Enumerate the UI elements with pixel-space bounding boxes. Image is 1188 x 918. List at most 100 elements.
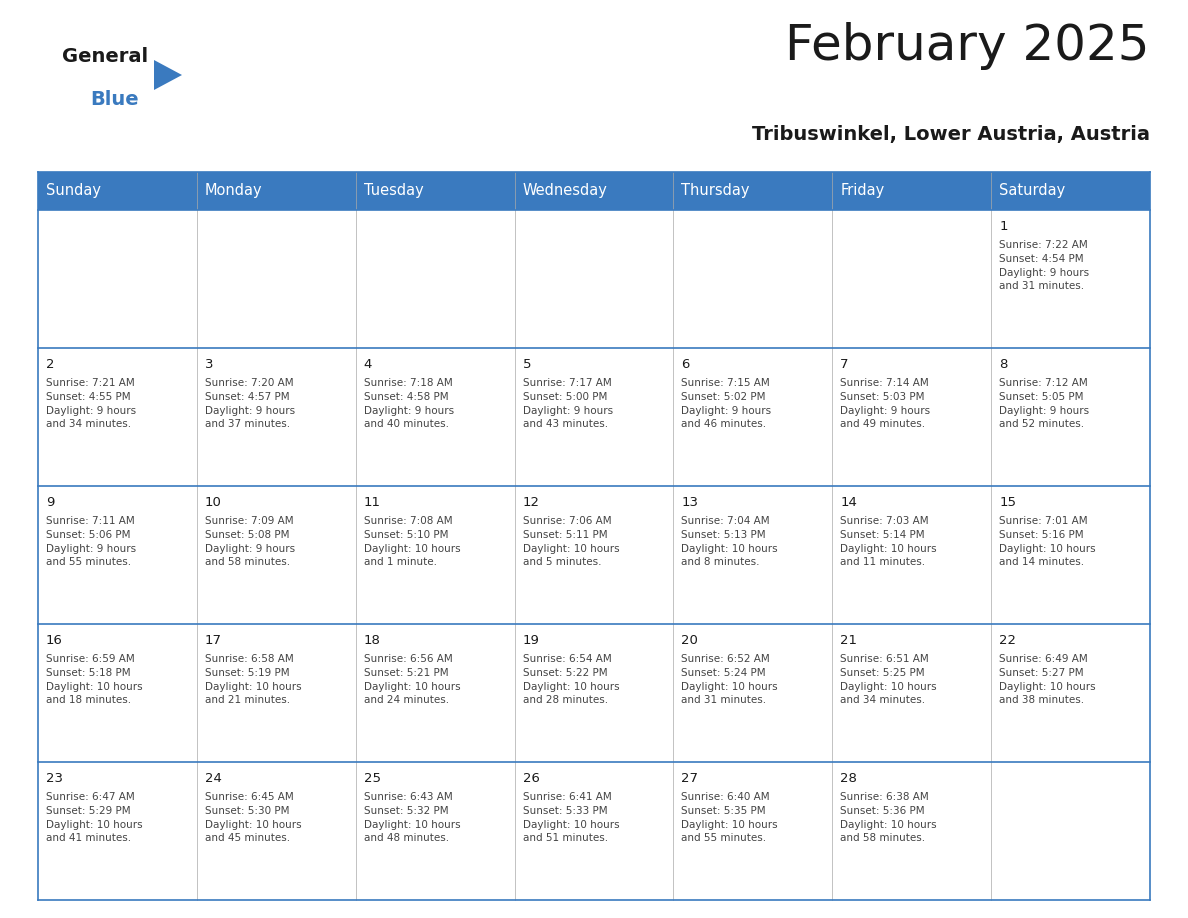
Text: Tribuswinkel, Lower Austria, Austria: Tribuswinkel, Lower Austria, Austria [752, 125, 1150, 144]
Bar [514, 348, 674, 486]
Text: February 2025: February 2025 [785, 22, 1150, 70]
Text: 20: 20 [682, 633, 699, 646]
Text: 23: 23 [46, 772, 63, 785]
Bar [197, 486, 355, 624]
Bar [355, 624, 514, 762]
Text: Sunrise: 7:01 AM
Sunset: 5:16 PM
Daylight: 10 hours
and 14 minutes.: Sunrise: 7:01 AM Sunset: 5:16 PM Dayligh… [999, 516, 1095, 567]
Text: 1: 1 [999, 219, 1007, 232]
Bar [674, 348, 833, 486]
Text: Sunrise: 7:11 AM
Sunset: 5:06 PM
Daylight: 9 hours
and 55 minutes.: Sunrise: 7:11 AM Sunset: 5:06 PM Dayligh… [46, 516, 137, 567]
Bar [197, 348, 355, 486]
Text: Sunrise: 7:04 AM
Sunset: 5:13 PM
Daylight: 10 hours
and 8 minutes.: Sunrise: 7:04 AM Sunset: 5:13 PM Dayligh… [682, 516, 778, 567]
Bar [355, 348, 514, 486]
Bar [514, 486, 674, 624]
Bar [991, 762, 1150, 900]
Text: Sunrise: 6:38 AM
Sunset: 5:36 PM
Daylight: 10 hours
and 58 minutes.: Sunrise: 6:38 AM Sunset: 5:36 PM Dayligh… [840, 792, 937, 843]
Text: Sunrise: 6:51 AM
Sunset: 5:25 PM
Daylight: 10 hours
and 34 minutes.: Sunrise: 6:51 AM Sunset: 5:25 PM Dayligh… [840, 655, 937, 705]
Text: Sunrise: 7:14 AM
Sunset: 5:03 PM
Daylight: 9 hours
and 49 minutes.: Sunrise: 7:14 AM Sunset: 5:03 PM Dayligh… [840, 378, 930, 429]
Text: Sunrise: 7:15 AM
Sunset: 5:02 PM
Daylight: 9 hours
and 46 minutes.: Sunrise: 7:15 AM Sunset: 5:02 PM Dayligh… [682, 378, 771, 429]
Text: Sunrise: 6:56 AM
Sunset: 5:21 PM
Daylight: 10 hours
and 24 minutes.: Sunrise: 6:56 AM Sunset: 5:21 PM Dayligh… [364, 655, 460, 705]
Text: Thursday: Thursday [682, 184, 750, 198]
Text: Wednesday: Wednesday [523, 184, 607, 198]
Bar [991, 624, 1150, 762]
Bar [38, 172, 1150, 210]
Text: Blue: Blue [90, 90, 139, 109]
Bar [833, 348, 991, 486]
Text: Monday: Monday [204, 184, 263, 198]
Bar [355, 486, 514, 624]
Text: 9: 9 [46, 496, 55, 509]
Bar [38, 210, 197, 348]
Bar [38, 486, 197, 624]
Text: Sunrise: 7:17 AM
Sunset: 5:00 PM
Daylight: 9 hours
and 43 minutes.: Sunrise: 7:17 AM Sunset: 5:00 PM Dayligh… [523, 378, 613, 429]
Text: Sunrise: 6:41 AM
Sunset: 5:33 PM
Daylight: 10 hours
and 51 minutes.: Sunrise: 6:41 AM Sunset: 5:33 PM Dayligh… [523, 792, 619, 843]
Text: Sunrise: 7:12 AM
Sunset: 5:05 PM
Daylight: 9 hours
and 52 minutes.: Sunrise: 7:12 AM Sunset: 5:05 PM Dayligh… [999, 378, 1089, 429]
Text: 11: 11 [364, 496, 380, 509]
Bar [197, 624, 355, 762]
Text: Sunrise: 6:58 AM
Sunset: 5:19 PM
Daylight: 10 hours
and 21 minutes.: Sunrise: 6:58 AM Sunset: 5:19 PM Dayligh… [204, 655, 302, 705]
Text: 14: 14 [840, 496, 857, 509]
Text: Sunrise: 6:59 AM
Sunset: 5:18 PM
Daylight: 10 hours
and 18 minutes.: Sunrise: 6:59 AM Sunset: 5:18 PM Dayligh… [46, 655, 143, 705]
Bar [674, 624, 833, 762]
Bar [38, 762, 197, 900]
Bar [833, 486, 991, 624]
Text: 12: 12 [523, 496, 539, 509]
Text: 19: 19 [523, 633, 539, 646]
Text: Tuesday: Tuesday [364, 184, 423, 198]
Bar [833, 624, 991, 762]
Text: Sunrise: 6:54 AM
Sunset: 5:22 PM
Daylight: 10 hours
and 28 minutes.: Sunrise: 6:54 AM Sunset: 5:22 PM Dayligh… [523, 655, 619, 705]
Text: 10: 10 [204, 496, 222, 509]
Text: 18: 18 [364, 633, 380, 646]
Text: Sunrise: 6:43 AM
Sunset: 5:32 PM
Daylight: 10 hours
and 48 minutes.: Sunrise: 6:43 AM Sunset: 5:32 PM Dayligh… [364, 792, 460, 843]
Text: Saturday: Saturday [999, 184, 1066, 198]
Bar [38, 624, 197, 762]
Text: Sunrise: 7:03 AM
Sunset: 5:14 PM
Daylight: 10 hours
and 11 minutes.: Sunrise: 7:03 AM Sunset: 5:14 PM Dayligh… [840, 516, 937, 567]
Text: Sunrise: 6:47 AM
Sunset: 5:29 PM
Daylight: 10 hours
and 41 minutes.: Sunrise: 6:47 AM Sunset: 5:29 PM Dayligh… [46, 792, 143, 843]
Text: 13: 13 [682, 496, 699, 509]
Bar [38, 348, 197, 486]
Text: 21: 21 [840, 633, 858, 646]
Text: 28: 28 [840, 772, 857, 785]
Bar [197, 762, 355, 900]
Polygon shape [154, 60, 182, 90]
Text: Sunrise: 7:18 AM
Sunset: 4:58 PM
Daylight: 9 hours
and 40 minutes.: Sunrise: 7:18 AM Sunset: 4:58 PM Dayligh… [364, 378, 454, 429]
Bar [514, 624, 674, 762]
Text: 4: 4 [364, 358, 372, 371]
Text: Sunrise: 7:06 AM
Sunset: 5:11 PM
Daylight: 10 hours
and 5 minutes.: Sunrise: 7:06 AM Sunset: 5:11 PM Dayligh… [523, 516, 619, 567]
Bar [355, 762, 514, 900]
Text: 27: 27 [682, 772, 699, 785]
Bar [991, 210, 1150, 348]
Text: 22: 22 [999, 633, 1016, 646]
Text: Sunrise: 7:08 AM
Sunset: 5:10 PM
Daylight: 10 hours
and 1 minute.: Sunrise: 7:08 AM Sunset: 5:10 PM Dayligh… [364, 516, 460, 567]
Bar [674, 486, 833, 624]
Bar [674, 210, 833, 348]
Text: 3: 3 [204, 358, 214, 371]
Text: Sunrise: 6:52 AM
Sunset: 5:24 PM
Daylight: 10 hours
and 31 minutes.: Sunrise: 6:52 AM Sunset: 5:24 PM Dayligh… [682, 655, 778, 705]
Text: Sunrise: 7:21 AM
Sunset: 4:55 PM
Daylight: 9 hours
and 34 minutes.: Sunrise: 7:21 AM Sunset: 4:55 PM Dayligh… [46, 378, 137, 429]
Text: Sunrise: 7:20 AM
Sunset: 4:57 PM
Daylight: 9 hours
and 37 minutes.: Sunrise: 7:20 AM Sunset: 4:57 PM Dayligh… [204, 378, 295, 429]
Text: Sunday: Sunday [46, 184, 101, 198]
Text: 26: 26 [523, 772, 539, 785]
Bar [991, 486, 1150, 624]
Text: Sunrise: 6:45 AM
Sunset: 5:30 PM
Daylight: 10 hours
and 45 minutes.: Sunrise: 6:45 AM Sunset: 5:30 PM Dayligh… [204, 792, 302, 843]
Text: 24: 24 [204, 772, 222, 785]
Text: 5: 5 [523, 358, 531, 371]
Text: 7: 7 [840, 358, 848, 371]
Bar [197, 210, 355, 348]
Text: 17: 17 [204, 633, 222, 646]
Text: 8: 8 [999, 358, 1007, 371]
Bar [833, 762, 991, 900]
Text: Sunrise: 7:09 AM
Sunset: 5:08 PM
Daylight: 9 hours
and 58 minutes.: Sunrise: 7:09 AM Sunset: 5:08 PM Dayligh… [204, 516, 295, 567]
Text: General: General [62, 47, 148, 66]
Text: Sunrise: 7:22 AM
Sunset: 4:54 PM
Daylight: 9 hours
and 31 minutes.: Sunrise: 7:22 AM Sunset: 4:54 PM Dayligh… [999, 241, 1089, 291]
Text: Sunrise: 6:40 AM
Sunset: 5:35 PM
Daylight: 10 hours
and 55 minutes.: Sunrise: 6:40 AM Sunset: 5:35 PM Dayligh… [682, 792, 778, 843]
Bar [514, 762, 674, 900]
Text: 25: 25 [364, 772, 380, 785]
Text: Friday: Friday [840, 184, 885, 198]
Bar [355, 210, 514, 348]
Bar [833, 210, 991, 348]
Text: 2: 2 [46, 358, 55, 371]
Bar [514, 210, 674, 348]
Text: 16: 16 [46, 633, 63, 646]
Text: Sunrise: 6:49 AM
Sunset: 5:27 PM
Daylight: 10 hours
and 38 minutes.: Sunrise: 6:49 AM Sunset: 5:27 PM Dayligh… [999, 655, 1095, 705]
